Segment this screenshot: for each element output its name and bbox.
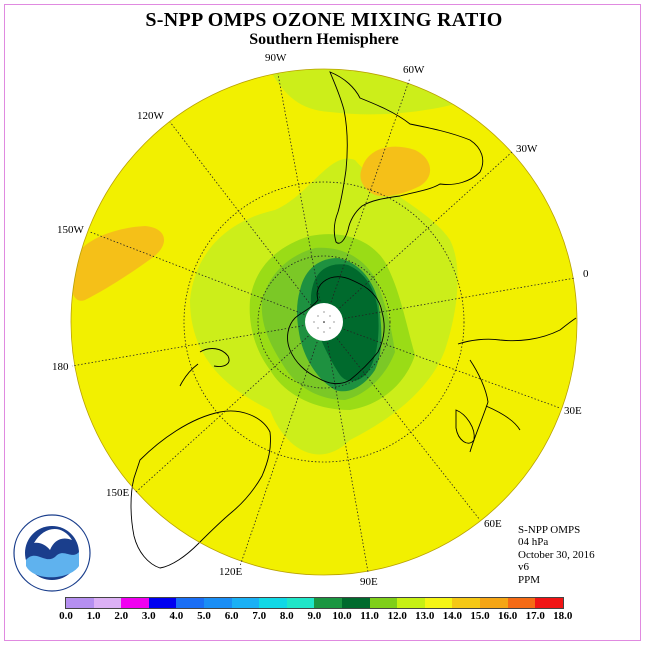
meridian-0 bbox=[323, 277, 576, 323]
colorbar-segment bbox=[535, 598, 563, 608]
info-level: 04 hPa bbox=[518, 536, 549, 549]
colorbar-segment bbox=[369, 598, 398, 608]
meridian-60e bbox=[323, 321, 481, 521]
colorbar-tick-label: 0.0 bbox=[59, 610, 73, 622]
colorbar-tick-label: 10.0 bbox=[332, 610, 352, 622]
meridian-60w bbox=[323, 77, 411, 323]
meridian-120e bbox=[239, 321, 325, 567]
colorbar-segment bbox=[452, 598, 480, 608]
colorbar-tick-label: 12.0 bbox=[387, 610, 407, 622]
colorbar-segment bbox=[286, 598, 315, 608]
colorbar-tick-label: 1.0 bbox=[86, 610, 101, 622]
label-0: 0 bbox=[583, 268, 589, 280]
colorbar-segment bbox=[314, 598, 342, 608]
colorbar-segment bbox=[231, 598, 260, 608]
meridian-120w bbox=[169, 121, 325, 323]
colorbar-tick-label: 2.0 bbox=[114, 610, 129, 622]
map-subtitle: Southern Hemisphere bbox=[249, 31, 399, 48]
colorbar-tick-label: 11.0 bbox=[360, 610, 379, 622]
colorbar-tick-label: 3.0 bbox=[141, 610, 156, 622]
colorbar-tick-label: 16.0 bbox=[497, 610, 518, 622]
pole-dots bbox=[313, 311, 335, 333]
info-units: PPM bbox=[518, 573, 541, 586]
colorbar-tick-label: 17.0 bbox=[525, 610, 545, 622]
new-zealand-coast bbox=[179, 348, 230, 387]
meridian-180 bbox=[71, 321, 325, 367]
madagascar-coast bbox=[455, 409, 475, 444]
map-edge bbox=[70, 68, 578, 576]
info-instrument: S-NPP OMPS bbox=[518, 524, 581, 536]
field-orange-pacific bbox=[71, 226, 164, 301]
noaa-logo bbox=[13, 514, 91, 592]
colorbar-tick-label: 6.0 bbox=[224, 610, 239, 622]
colorbar-segment bbox=[424, 598, 453, 608]
info-version: v6 bbox=[518, 561, 529, 574]
south-america-coast bbox=[329, 71, 484, 244]
info-date: October 30, 2016 bbox=[518, 548, 595, 561]
meridian-90e bbox=[323, 321, 369, 573]
colorbar-segment bbox=[341, 598, 370, 608]
label-30w: 30W bbox=[516, 143, 538, 155]
field-dark-green bbox=[310, 264, 379, 382]
colorbar-segment bbox=[203, 598, 232, 608]
label-150w: 150W bbox=[57, 224, 84, 236]
label-150e: 150E bbox=[106, 487, 130, 499]
colorbar-tick-label: 9.0 bbox=[307, 610, 322, 622]
colorbar-segment bbox=[121, 598, 149, 608]
colorbar-tick-label: 15.0 bbox=[470, 610, 490, 622]
meridian-90w bbox=[277, 73, 325, 323]
colorbar-tick-label: 4.0 bbox=[169, 610, 184, 622]
colorbar-segment bbox=[93, 598, 122, 608]
coastlines bbox=[130, 71, 577, 569]
colorbar-tick-label: 18.0 bbox=[553, 610, 573, 622]
field-yellow-green-north bbox=[270, 69, 470, 115]
antarctica-coast bbox=[287, 276, 385, 385]
colorbar-segment bbox=[148, 598, 177, 608]
colorbar-segment bbox=[176, 598, 204, 608]
australia-coast bbox=[130, 410, 271, 569]
colorbar-tick-label: 7.0 bbox=[252, 610, 267, 622]
latitude-circle-1 bbox=[257, 255, 391, 389]
label-60e: 60E bbox=[484, 518, 502, 530]
meridian-30w bbox=[323, 151, 513, 323]
label-120e: 120E bbox=[219, 566, 243, 578]
colorbar-segment bbox=[66, 598, 94, 608]
colorbar-tick-label: 8.0 bbox=[279, 610, 294, 622]
field-orange-atlantic bbox=[360, 146, 431, 197]
label-120w: 120W bbox=[137, 110, 164, 122]
colorbar-segment bbox=[259, 598, 287, 608]
graticule bbox=[70, 68, 578, 576]
colorbar-tick-label: 13.0 bbox=[415, 610, 435, 622]
label-60w: 60W bbox=[403, 64, 425, 76]
label-90w: 90W bbox=[265, 52, 287, 64]
colorbar-segment bbox=[479, 598, 508, 608]
product-info: S-NPP OMPS 04 hPa October 30, 2016 v6 PP… bbox=[518, 524, 595, 586]
colorbar bbox=[65, 597, 564, 609]
colorbar-segment bbox=[397, 598, 425, 608]
label-180: 180 bbox=[52, 361, 69, 373]
meridian-150e bbox=[135, 321, 325, 493]
colorbar-tick-label: 5.0 bbox=[197, 610, 211, 622]
colorbar-segment bbox=[507, 598, 536, 608]
colorbar-tick-label: 14.0 bbox=[442, 610, 463, 622]
latitude-circle-2 bbox=[183, 181, 465, 463]
map-title: S-NPP OMPS OZONE MIXING RATIO bbox=[145, 9, 503, 31]
label-30e: 30E bbox=[564, 405, 582, 417]
label-90e: 90E bbox=[360, 576, 378, 588]
map-frame bbox=[4, 4, 641, 641]
